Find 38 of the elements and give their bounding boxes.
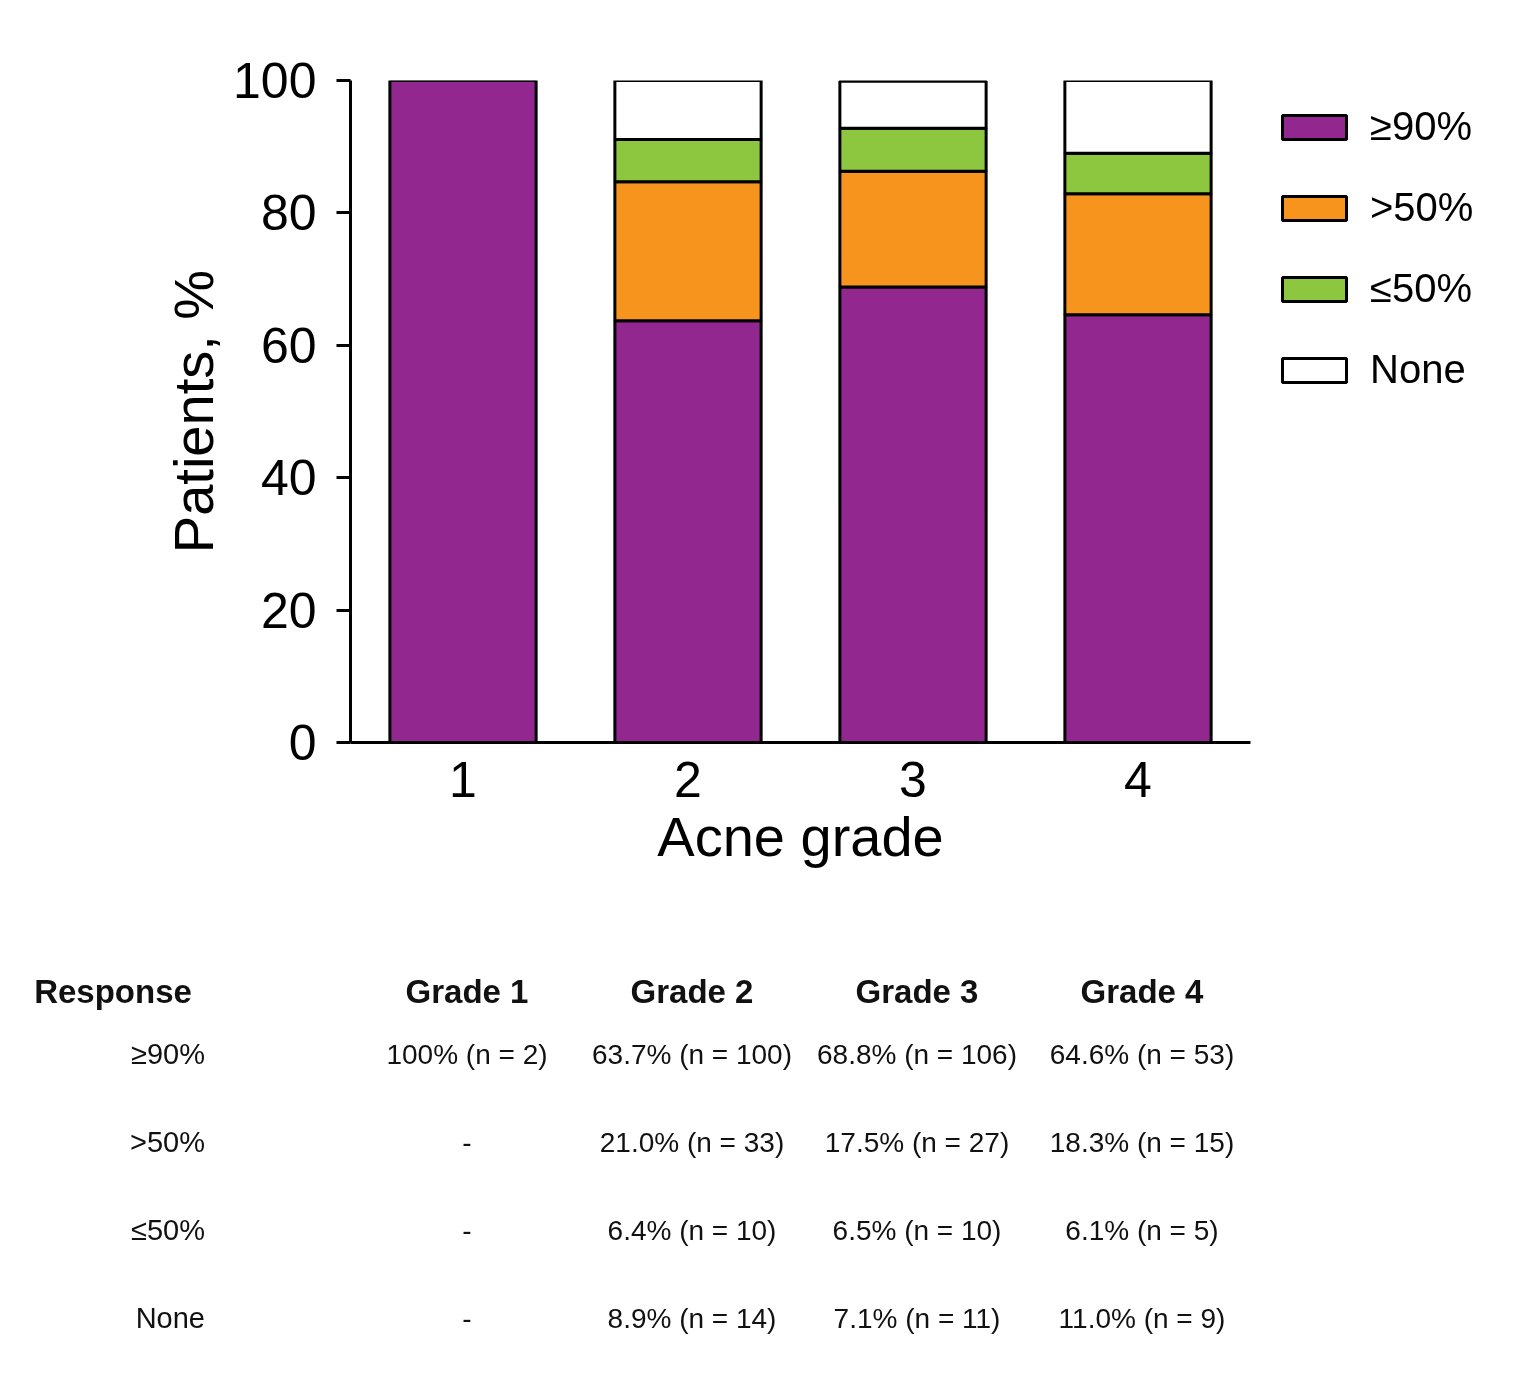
data-label: 17.5% (n = 27) bbox=[824, 1126, 1010, 1160]
x-tick-label: 4 bbox=[1124, 751, 1152, 808]
x-tick-label: 1 bbox=[449, 751, 477, 808]
data-label: 63.7% (n = 100) bbox=[591, 1038, 793, 1072]
legend-label: ≥90% bbox=[1370, 104, 1473, 149]
text: None bbox=[135, 1302, 205, 1335]
data-label: 7.1% (n = 11) bbox=[833, 1302, 1001, 1336]
text: Grade 1 bbox=[405, 972, 529, 1013]
text: Grade 4 bbox=[1080, 972, 1204, 1013]
y-tick-label: 60 bbox=[260, 317, 317, 374]
y-tick-label: 100 bbox=[233, 53, 317, 109]
data-label: 11.0% (n = 9) bbox=[1058, 1302, 1226, 1336]
data-label: 100% (n = 2) bbox=[386, 1038, 548, 1072]
text: - bbox=[462, 1127, 472, 1158]
text: - bbox=[462, 1215, 472, 1246]
data-label: 8.9% (n = 14) bbox=[607, 1302, 777, 1336]
text: - bbox=[462, 1303, 472, 1334]
y-tick-label: 80 bbox=[260, 185, 317, 242]
data-label: 18.3% (n = 15) bbox=[1049, 1126, 1235, 1160]
text: Response bbox=[34, 972, 192, 1013]
data-label: 6.4% (n = 10) bbox=[607, 1214, 777, 1248]
data-label: 6.1% (n = 5) bbox=[1065, 1214, 1219, 1248]
y-tick-label: 20 bbox=[260, 582, 317, 639]
data-label: 6.5% (n = 10) bbox=[832, 1214, 1002, 1248]
y-axis-title: Patients, % bbox=[162, 269, 226, 554]
text: Grade 3 bbox=[855, 972, 979, 1013]
data-label: 21.0% (n = 33) bbox=[599, 1126, 785, 1160]
legend-label: ≤50% bbox=[1370, 266, 1473, 311]
data-label: 64.6% (n = 53) bbox=[1049, 1038, 1235, 1072]
text: >50% bbox=[130, 1126, 205, 1159]
text: Grade 2 bbox=[630, 972, 754, 1013]
y-tick-label: 0 bbox=[288, 715, 317, 771]
text: ≥90% bbox=[131, 1038, 205, 1071]
text: ≤50% bbox=[131, 1214, 205, 1247]
legend-label: None bbox=[1370, 347, 1466, 392]
legend-label: >50% bbox=[1370, 185, 1474, 230]
y-tick-label: 40 bbox=[260, 450, 317, 507]
data-label: 68.8% (n = 106) bbox=[816, 1038, 1018, 1072]
